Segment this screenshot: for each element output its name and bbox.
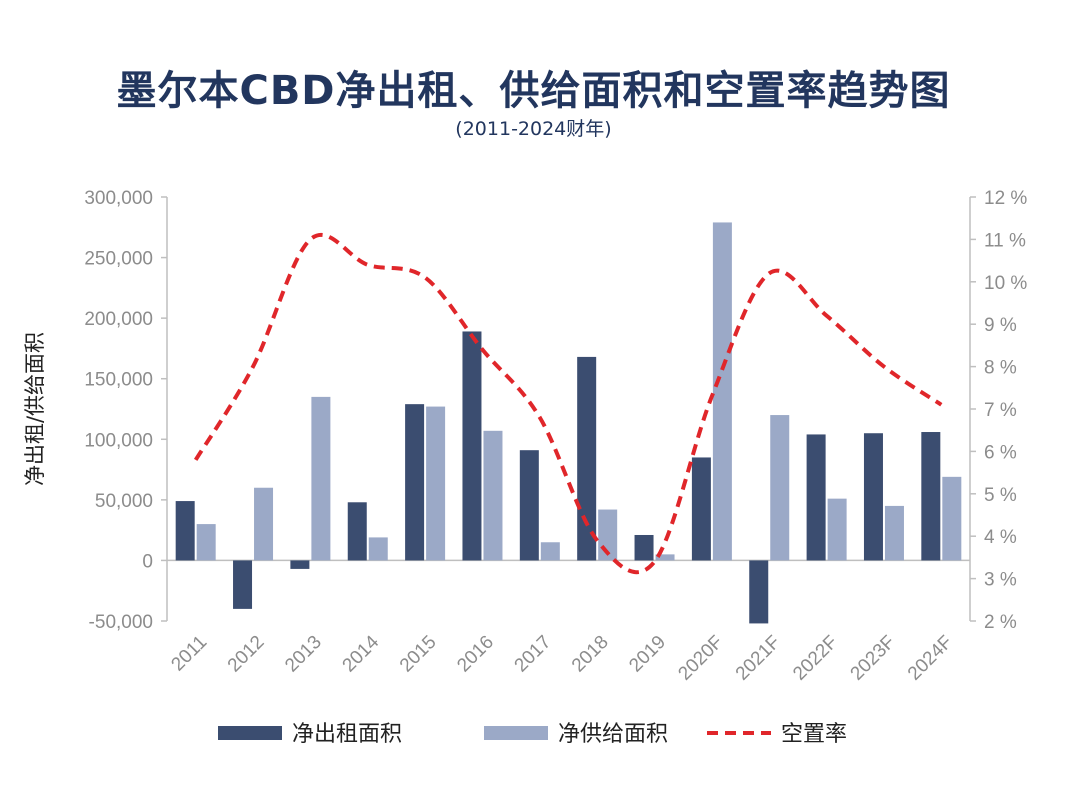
legend-net-absorption-label: 净出租面积 <box>292 722 402 747</box>
vacancy-rate-line <box>193 232 943 575</box>
legend-net-absorption-swatch <box>218 726 282 740</box>
x-tick-label: 2019 <box>625 632 670 677</box>
left-axis-title: 净出租/供给面积 <box>23 332 47 486</box>
right-tick-label: 12 % <box>984 188 1027 209</box>
bar-net-supply <box>884 505 904 561</box>
right-tick-label: 6 % <box>984 442 1017 463</box>
right-tick-label: 8 % <box>984 358 1017 379</box>
x-tick-label: 2013 <box>281 632 326 677</box>
bar-net-absorption <box>405 404 425 561</box>
left-tick-label: 300,000 <box>84 188 153 209</box>
bar-net-supply <box>311 396 331 561</box>
chart-subtitle: (2011-2024财年) <box>455 118 612 140</box>
bar-net-supply <box>712 222 732 561</box>
bar-net-absorption <box>691 457 711 561</box>
right-tick-label: 9 % <box>984 315 1017 336</box>
x-tick-label: 2016 <box>453 632 498 677</box>
left-tick-label: 200,000 <box>84 309 153 330</box>
x-tick-label: 2015 <box>396 632 441 677</box>
right-tick-label: 2 % <box>984 612 1017 633</box>
right-tick-label: 5 % <box>984 485 1017 506</box>
bar-net-absorption <box>347 502 367 561</box>
chart-title: 墨尔本CBD净出租、供给面积和空置率趋势图 <box>116 68 951 114</box>
bar-net-absorption <box>806 434 826 561</box>
bar-net-absorption <box>519 450 539 561</box>
x-tick-label: 2021F <box>732 632 785 685</box>
x-tick-label: 2023F <box>847 632 900 685</box>
bar-net-absorption <box>634 534 654 561</box>
bar-net-supply <box>483 430 503 561</box>
right-tick-label: 3 % <box>984 570 1017 591</box>
x-tick-label: 2022F <box>789 632 842 685</box>
bar-net-absorption <box>863 433 883 561</box>
right-tick-label: 4 % <box>984 527 1017 548</box>
x-tick-label: 2011 <box>167 632 211 676</box>
bar-net-absorption <box>175 501 195 561</box>
right-tick-label: 7 % <box>984 400 1017 421</box>
legend-vacancy-label: 空置率 <box>781 722 847 747</box>
bar-net-absorption <box>749 560 769 624</box>
left-tick-label: 0 <box>142 551 153 572</box>
legend-net-supply-swatch <box>484 726 548 740</box>
bar-net-supply <box>540 542 560 561</box>
bar-net-supply <box>368 537 388 561</box>
bar-net-supply <box>770 415 790 561</box>
bar-net-supply <box>254 487 274 561</box>
bar-net-supply <box>196 524 216 561</box>
x-tick-label: 2012 <box>224 632 269 677</box>
bar-net-supply <box>426 406 446 561</box>
left-tick-label: 50,000 <box>95 491 153 512</box>
x-tick-label: 2024F <box>904 632 957 685</box>
right-tick-label: 10 % <box>984 273 1027 294</box>
bar-net-absorption <box>462 331 482 561</box>
legend-net-supply-label: 净供给面积 <box>558 722 668 747</box>
bar-net-absorption <box>577 356 597 561</box>
x-tick-label: 2014 <box>339 631 384 676</box>
x-tick-label: 2020F <box>674 632 727 685</box>
left-tick-label: 100,000 <box>84 430 153 451</box>
bar-net-absorption <box>921 432 941 561</box>
left-tick-label: -50,000 <box>89 612 153 633</box>
bar-net-supply <box>942 476 962 561</box>
bar-net-supply <box>655 554 675 561</box>
x-tick-label: 2017 <box>511 632 556 677</box>
bar-net-supply <box>827 498 847 561</box>
right-tick-label: 11 % <box>984 230 1026 251</box>
bar-net-absorption <box>290 560 310 569</box>
x-tick-label: 2018 <box>568 632 613 677</box>
left-tick-label: 150,000 <box>84 370 153 391</box>
left-tick-label: 250,000 <box>84 249 153 270</box>
bar-net-absorption <box>233 560 253 609</box>
